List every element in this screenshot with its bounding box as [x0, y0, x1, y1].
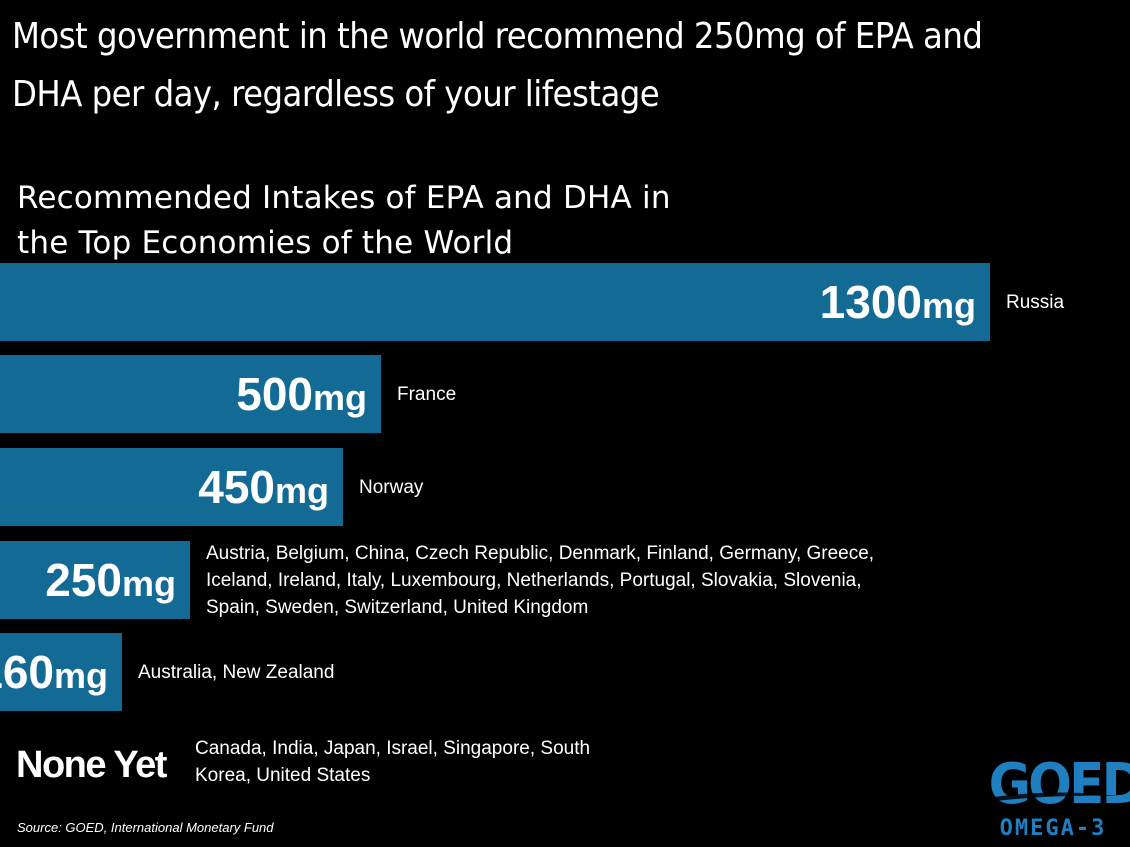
bar-value-label: 450mg [198, 460, 329, 514]
bar-value-number: 500 [236, 368, 313, 420]
bar-category-label: Australia, New Zealand [138, 661, 335, 683]
bar-value-label: 1300mg [820, 275, 976, 329]
bar [0, 448, 343, 526]
logo-wordmark: GOED [988, 752, 1130, 817]
bar-value-label: 500mg [236, 367, 367, 421]
bar [0, 633, 122, 711]
logo-swoosh-icon [987, 792, 1119, 802]
bar [0, 541, 190, 619]
bar [0, 263, 990, 341]
none-yet-label: None Yet [16, 744, 167, 786]
bar-value-unit: mg [54, 655, 108, 696]
bar-value-unit: mg [275, 470, 329, 511]
bar-value-number: 250 [45, 554, 122, 606]
bar-value-number: 1300 [819, 276, 922, 328]
bar-value-label: 160mg [0, 645, 108, 699]
chart-title: Recommended Intakes of EPA and DHA in th… [17, 180, 671, 261]
bar [0, 355, 381, 433]
bar-value-label: 250mg [45, 553, 176, 607]
bar-category-label: Norway [359, 476, 424, 498]
bar-value-number: 450 [198, 461, 275, 513]
goed-logo: GOED OMEGA-3 [983, 752, 1130, 841]
logo-subtitle: OMEGA-3 [999, 816, 1107, 841]
bar-value-number: 160 [0, 646, 54, 698]
bar-value-unit: mg [922, 285, 976, 326]
none-yet-countries: Canada, India, Japan, Israel, Singapore,… [195, 738, 591, 786]
headline: Most government in the world recommend 2… [12, 16, 983, 115]
bar-category-label: Austria, Belgium, China, Czech Republic,… [206, 542, 875, 618]
source-note: Source: GOED, International Monetary Fun… [17, 820, 274, 835]
bar-value-unit: mg [313, 377, 367, 418]
bar-value-unit: mg [122, 563, 176, 604]
bar-category-label: Russia [1006, 291, 1065, 313]
bar-category-label: France [397, 383, 457, 405]
